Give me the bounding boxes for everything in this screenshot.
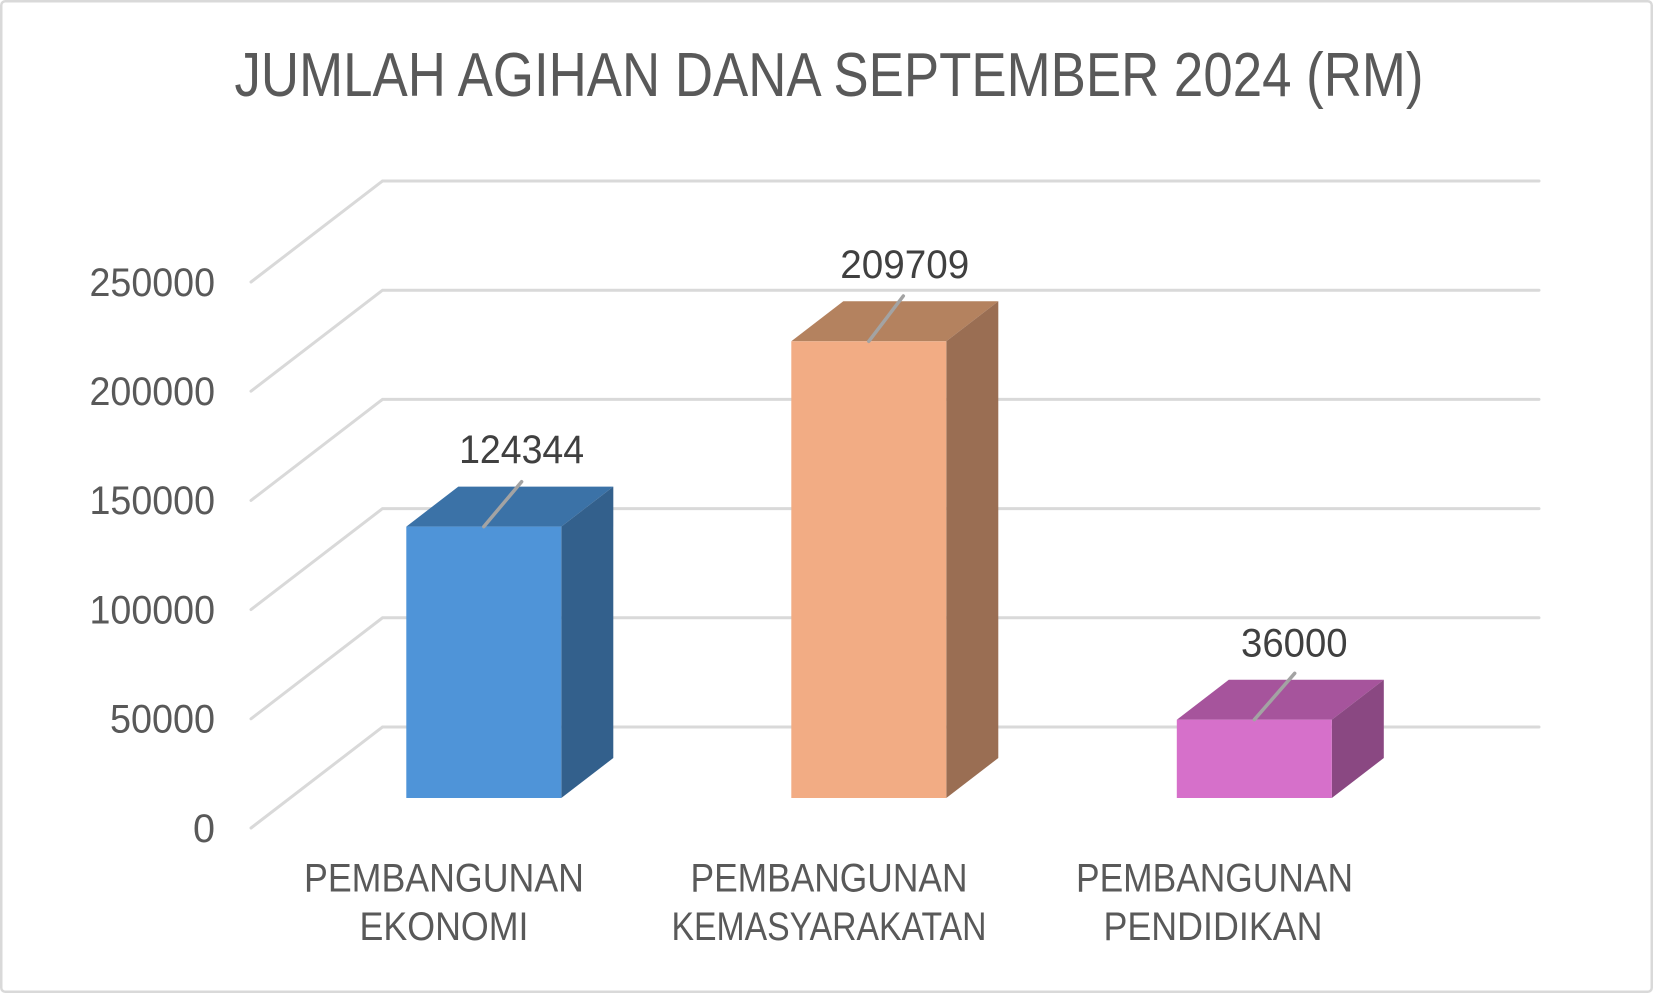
svg-text:0: 0: [193, 807, 215, 851]
svg-text:KEMASYARAKATAN: KEMASYARAKATAN: [672, 905, 987, 949]
svg-text:PEMBANGUNAN: PEMBANGUNAN: [1076, 857, 1353, 901]
svg-text:250000: 250000: [90, 261, 216, 305]
svg-text:EKONOMI: EKONOMI: [360, 905, 529, 949]
svg-text:100000: 100000: [90, 588, 216, 632]
svg-text:124344: 124344: [459, 428, 584, 472]
svg-text:PENDIDIKAN: PENDIDIKAN: [1104, 905, 1323, 949]
svg-text:PEMBANGUNAN: PEMBANGUNAN: [691, 857, 968, 901]
svg-text:PEMBANGUNAN: PEMBANGUNAN: [304, 857, 584, 901]
svg-text:209709: 209709: [840, 243, 969, 287]
svg-text:36000: 36000: [1241, 622, 1348, 666]
svg-text:150000: 150000: [90, 479, 216, 523]
svg-text:50000: 50000: [110, 698, 215, 742]
svg-text:200000: 200000: [90, 370, 216, 414]
svg-text:JUMLAH AGIHAN DANA SEPTEMBER 2: JUMLAH AGIHAN DANA SEPTEMBER 2024 (RM): [235, 41, 1424, 110]
